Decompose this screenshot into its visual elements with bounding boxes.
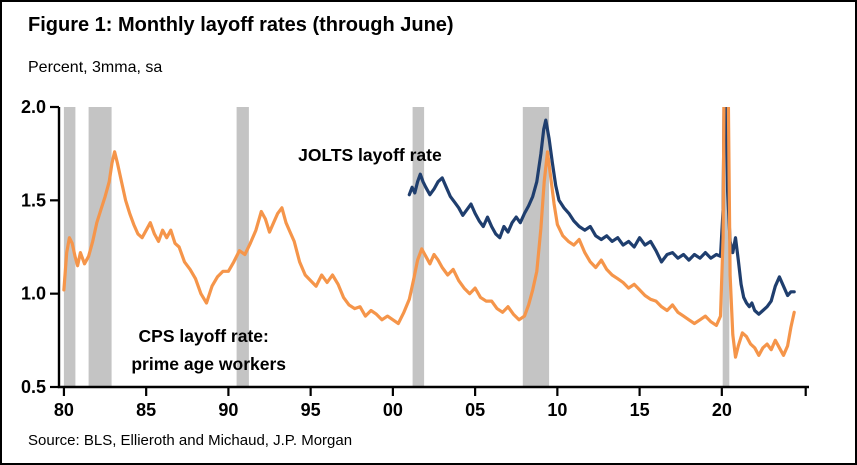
x-tick-label: 15 (630, 400, 650, 420)
jolts-series-label: JOLTS layoff rate (298, 145, 442, 165)
cps-series-label-line2: prime age workers (131, 354, 286, 374)
cps-series-label-line1: CPS layoff rate: (139, 326, 269, 346)
recession-band (63, 107, 76, 387)
recession-band (412, 107, 425, 387)
recession-band (722, 107, 730, 387)
jolts-line (407, 107, 796, 316)
recession-band (88, 107, 112, 387)
source-note: Source: BLS, Ellieroth and Michaud, J.P.… (28, 432, 353, 449)
x-tick-label: 95 (301, 400, 321, 420)
x-tick-label: 10 (547, 400, 567, 420)
x-tick-label: 05 (465, 400, 485, 420)
recession-band (236, 107, 249, 387)
chart-subtitle: Percent, 3mma, sa (28, 59, 163, 76)
chart-title: Figure 1: Monthly layoff rates (through … (28, 14, 454, 36)
y-tick-label: 1.0 (21, 284, 46, 304)
x-tick-label: 80 (54, 400, 74, 420)
x-tick-label: 20 (712, 400, 732, 420)
x-tick-label: 85 (136, 400, 156, 420)
x-tick-label: 90 (218, 400, 238, 420)
y-tick-label: 0.5 (21, 377, 46, 397)
y-tick-label: 1.5 (21, 190, 46, 210)
cps-line (62, 107, 796, 359)
y-tick-label: 2.0 (21, 97, 46, 117)
x-tick-label: 00 (383, 400, 403, 420)
recession-band (522, 107, 550, 387)
